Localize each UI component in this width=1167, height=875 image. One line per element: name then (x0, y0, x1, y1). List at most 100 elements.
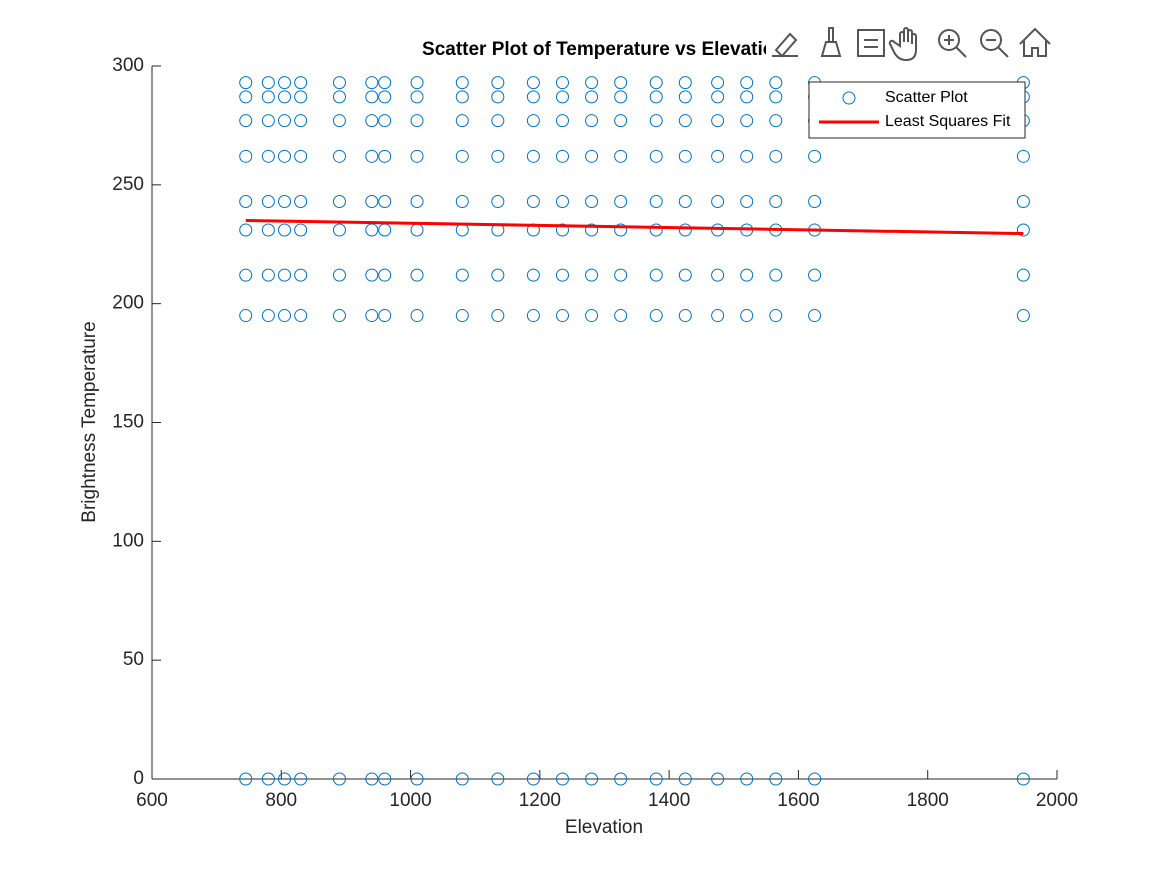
point (740, 194, 754, 208)
point (378, 194, 392, 208)
brush-button[interactable] (820, 27, 842, 57)
point (455, 268, 469, 282)
y-tick-label: 100 (112, 530, 144, 551)
point (332, 309, 346, 323)
point (585, 772, 599, 786)
point (555, 149, 569, 163)
point (555, 772, 569, 786)
fit-line (245, 218, 1024, 236)
y-axis-label: Brightness Temperature (79, 321, 100, 522)
point (365, 90, 379, 104)
point (294, 76, 308, 90)
point (332, 268, 346, 282)
point (261, 268, 275, 282)
toolbar (766, 22, 1056, 66)
point (555, 223, 569, 237)
point (1016, 772, 1030, 786)
point (526, 149, 540, 163)
point (455, 149, 469, 163)
x-tick-label: 2000 (1036, 790, 1078, 811)
zoom-out-button[interactable] (980, 29, 1009, 58)
point (711, 194, 725, 208)
point (711, 268, 725, 282)
point (365, 772, 379, 786)
point (769, 309, 783, 323)
point (410, 149, 424, 163)
point (239, 90, 253, 104)
point (585, 90, 599, 104)
point (711, 90, 725, 104)
point (261, 114, 275, 128)
point (491, 114, 505, 128)
point (239, 114, 253, 128)
point (261, 90, 275, 104)
home-button[interactable] (1019, 27, 1051, 57)
point (649, 194, 663, 208)
point (332, 90, 346, 104)
point (410, 90, 424, 104)
point (808, 194, 822, 208)
point (378, 223, 392, 237)
point (332, 194, 346, 208)
point (526, 90, 540, 104)
point (649, 114, 663, 128)
point (649, 76, 663, 90)
point (455, 114, 469, 128)
point (410, 309, 424, 323)
point (332, 114, 346, 128)
point (585, 223, 599, 237)
point (526, 772, 540, 786)
point (278, 114, 292, 128)
point (614, 194, 628, 208)
point (769, 194, 783, 208)
point (614, 309, 628, 323)
point (614, 114, 628, 128)
point (808, 149, 822, 163)
point (1016, 194, 1030, 208)
point (378, 268, 392, 282)
point (378, 114, 392, 128)
point (491, 194, 505, 208)
point (491, 268, 505, 282)
point (614, 90, 628, 104)
point (410, 114, 424, 128)
point (365, 309, 379, 323)
x-tick-label: 1800 (907, 790, 949, 811)
point (614, 268, 628, 282)
point (526, 76, 540, 90)
y-tick-label: 300 (112, 55, 144, 76)
zoom-in-button[interactable] (938, 29, 967, 58)
point (555, 76, 569, 90)
x-tick-label: 1000 (389, 790, 431, 811)
x-tick-label: 1600 (777, 790, 819, 811)
point (278, 149, 292, 163)
point (711, 114, 725, 128)
point (410, 268, 424, 282)
point (294, 114, 308, 128)
point (740, 76, 754, 90)
point (294, 309, 308, 323)
point (261, 223, 275, 237)
point (678, 772, 692, 786)
point (678, 223, 692, 237)
point (649, 772, 663, 786)
export-button[interactable] (772, 32, 798, 58)
point (294, 772, 308, 786)
point (649, 309, 663, 323)
x-tick-label: 1400 (648, 790, 690, 811)
point (491, 76, 505, 90)
point (410, 772, 424, 786)
point (1016, 268, 1030, 282)
point (649, 149, 663, 163)
point (711, 309, 725, 323)
point (555, 90, 569, 104)
point (294, 268, 308, 282)
point (678, 76, 692, 90)
point (378, 309, 392, 323)
x-tick-label: 600 (136, 790, 168, 811)
pan-button[interactable] (888, 27, 917, 62)
datatip-button[interactable] (857, 29, 885, 57)
point (678, 114, 692, 128)
legend-label: Scatter Plot (885, 89, 968, 106)
point (711, 772, 725, 786)
